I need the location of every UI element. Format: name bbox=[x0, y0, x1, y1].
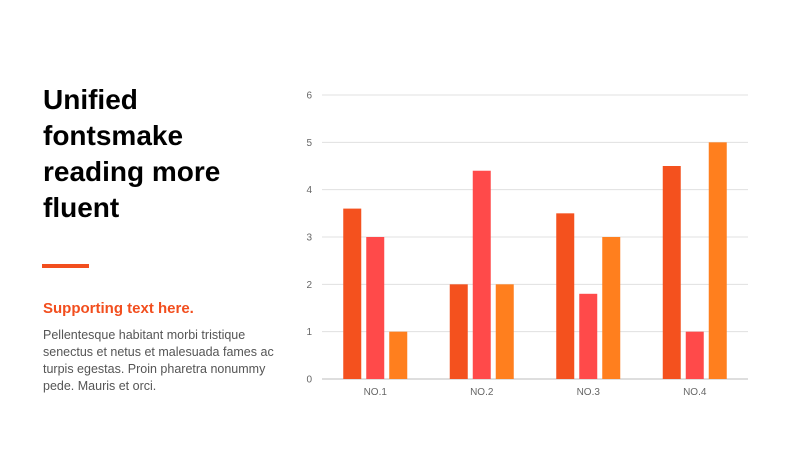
x-tick-label: NO.1 bbox=[364, 387, 388, 398]
bar bbox=[472, 170, 491, 379]
bar bbox=[579, 293, 598, 379]
x-tick-label: NO.2 bbox=[470, 387, 494, 398]
y-axis-ticks: 0 1 2 3 4 5 6 bbox=[306, 91, 312, 386]
bar bbox=[708, 142, 727, 379]
y-tick-label: 5 bbox=[306, 138, 312, 149]
chart-grid bbox=[322, 94, 748, 380]
bar bbox=[495, 284, 514, 379]
bar bbox=[449, 284, 468, 379]
slide-title: Unified fontsmake reading more fluent bbox=[43, 84, 221, 223]
y-tick-label: 6 bbox=[306, 91, 312, 102]
y-tick-label: 1 bbox=[306, 327, 312, 338]
bar-chart: 0 1 2 3 4 5 6 NO.1 NO.2 NO.3 NO.4 bbox=[306, 91, 748, 398]
chart-bars bbox=[343, 142, 727, 379]
supporting-subtitle: Supporting text here. bbox=[43, 300, 194, 317]
x-axis-ticks: NO.1 NO.2 NO.3 NO.4 bbox=[364, 387, 707, 398]
bar bbox=[602, 237, 621, 379]
bar bbox=[685, 331, 704, 379]
y-tick-label: 0 bbox=[306, 375, 312, 386]
y-tick-label: 3 bbox=[306, 233, 312, 244]
x-tick-label: NO.3 bbox=[577, 387, 601, 398]
bar bbox=[556, 213, 575, 379]
title-accent-bar bbox=[42, 264, 89, 268]
bar bbox=[389, 331, 408, 379]
x-tick-label: NO.4 bbox=[683, 387, 707, 398]
bar bbox=[343, 208, 362, 379]
y-tick-label: 2 bbox=[306, 280, 312, 291]
bar bbox=[662, 166, 681, 379]
bar bbox=[366, 237, 385, 379]
body-paragraph: Pellentesque habitant morbi tristique se… bbox=[43, 328, 274, 393]
y-tick-label: 4 bbox=[306, 185, 312, 196]
